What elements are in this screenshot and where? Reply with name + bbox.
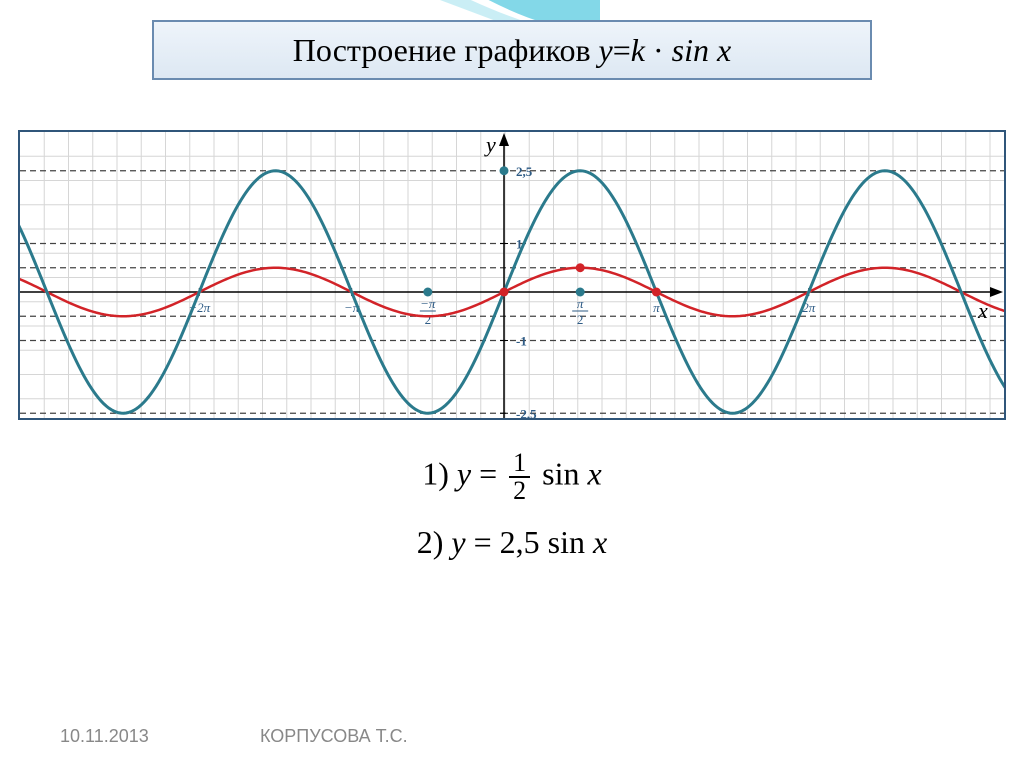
formula-list: 1) y = 1 2 sin x 2) y = 2,5 sin x bbox=[0, 440, 1024, 571]
formula-1-frac-d: 2 bbox=[509, 478, 530, 504]
formula-2-x: x bbox=[593, 524, 607, 560]
svg-text:−π: −π bbox=[420, 296, 436, 311]
svg-text:-1: -1 bbox=[516, 334, 527, 349]
formula-1-eq: = bbox=[479, 455, 505, 491]
formula-2: 2) y = 2,5 sin x bbox=[417, 524, 607, 561]
title-sin: sin x bbox=[672, 32, 732, 68]
formula-2-coef: 2,5 bbox=[500, 524, 540, 560]
svg-text:y: y bbox=[484, 132, 496, 157]
title-k: k bbox=[631, 32, 645, 68]
svg-text:2: 2 bbox=[425, 312, 432, 327]
formula-1-x: x bbox=[588, 455, 602, 491]
svg-text:2: 2 bbox=[577, 312, 584, 327]
title-text: Построение графиков y=k · sin x bbox=[293, 32, 731, 69]
slide-title: Построение графиков y=k · sin x bbox=[152, 20, 872, 80]
formula-1-frac-n: 1 bbox=[509, 450, 530, 478]
title-y: y bbox=[599, 32, 613, 68]
footer-date: 10.11.2013 bbox=[60, 726, 149, 747]
chart-svg: yx−2π−π−π2π2π2π2,51-1-2,5 bbox=[20, 132, 1004, 418]
formula-1-y: y bbox=[457, 455, 471, 491]
formula-1: 1) y = 1 2 sin x bbox=[422, 450, 601, 504]
formula-2-y: y bbox=[451, 524, 465, 560]
svg-text:2,5: 2,5 bbox=[516, 164, 533, 179]
formula-2-sin: sin bbox=[548, 524, 593, 560]
formula-1-sin: sin bbox=[542, 455, 587, 491]
formula-2-num: 2) bbox=[417, 524, 452, 560]
title-dot: · bbox=[645, 32, 672, 68]
chart-container: yx−2π−π−π2π2π2π2,51-1-2,5 bbox=[18, 130, 1006, 420]
title-prefix: Построение графиков bbox=[293, 32, 599, 68]
formula-1-frac: 1 2 bbox=[509, 450, 530, 504]
formula-2-eq: = bbox=[474, 524, 500, 560]
title-eq: = bbox=[613, 32, 631, 68]
formula-1-num: 1) bbox=[422, 455, 457, 491]
footer-author: КОРПУСОВА Т.С. bbox=[260, 726, 408, 747]
svg-text:-2,5: -2,5 bbox=[516, 406, 537, 418]
svg-text:π: π bbox=[577, 296, 584, 311]
